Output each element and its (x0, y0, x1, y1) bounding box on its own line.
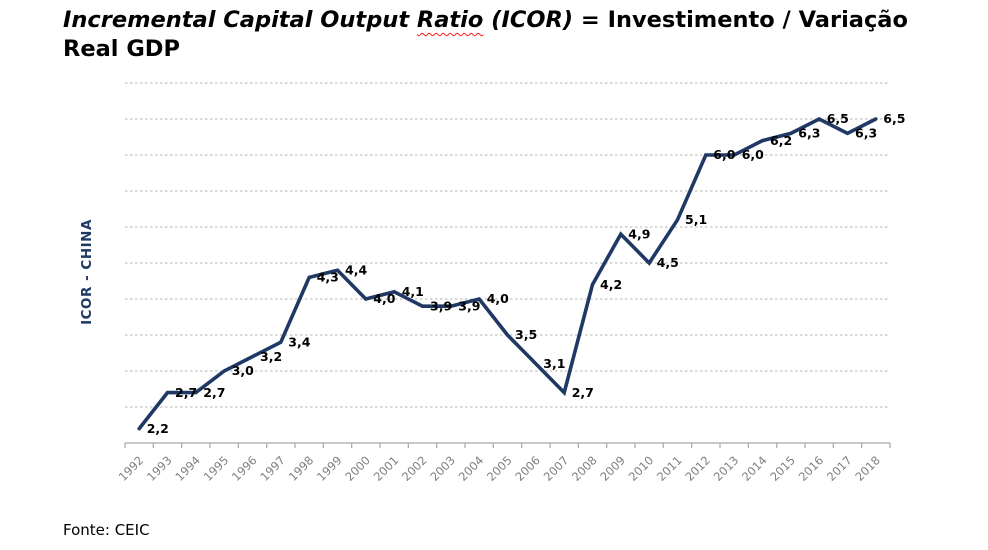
data-label-2007: 2,7 (572, 385, 594, 400)
x-tick-label-2013: 2013 (711, 453, 742, 484)
data-label-2009: 4,9 (628, 226, 650, 241)
x-tick-label-1998: 1998 (286, 453, 317, 484)
y-axis-title: ICOR - CHINA (79, 219, 95, 325)
data-label-1996: 3,2 (260, 349, 282, 364)
data-label-2017: 6,3 (855, 126, 877, 141)
data-label-2001: 4,1 (402, 284, 424, 299)
x-tick-label-2005: 2005 (484, 453, 515, 484)
data-label-2006: 3,1 (543, 356, 565, 371)
x-tick-label-2007: 2007 (541, 453, 572, 484)
data-label-2018: 6,5 (883, 111, 905, 126)
x-tick-label-2018: 2018 (852, 453, 883, 484)
data-label-2008: 4,2 (600, 277, 622, 292)
x-tick-label-2008: 2008 (569, 453, 600, 484)
data-label-2003: 3,9 (458, 298, 480, 313)
x-axis (124, 442, 891, 448)
x-tick-label-1993: 1993 (144, 453, 175, 484)
data-label-2002: 3,9 (430, 298, 452, 313)
x-tick-label-1997: 1997 (257, 453, 288, 484)
x-tick-label-1995: 1995 (201, 453, 232, 484)
data-label-1992: 2,2 (147, 421, 169, 436)
x-tick-label-2015: 2015 (767, 453, 798, 484)
title-regular-segment: = Investimento / Variação (573, 7, 908, 33)
data-label-1998: 4,3 (317, 270, 339, 285)
data-label-2000: 4,0 (373, 291, 395, 306)
x-tick-label-2006: 2006 (512, 453, 543, 484)
data-label-1994: 2,7 (203, 385, 225, 400)
data-labels: 2,2 2,7 2,7 3,0 3,2 3,4 4,3 4,4 4,0 4,1 3,9 3,9 4,0 3… (147, 111, 906, 436)
icor-series-line (137, 116, 878, 431)
title-word-ratio-with-spellcheck-squiggle: Ratio (416, 7, 484, 33)
title-italic-segment-icor: (ICOR) (483, 7, 574, 33)
x-tick-label-2017: 2017 (824, 453, 855, 484)
data-label-2013: 6,0 (742, 147, 764, 162)
data-label-1993: 2,7 (175, 385, 197, 400)
x-tick-label-2004: 2004 (456, 453, 487, 484)
data-label-2012: 6,0 (713, 147, 735, 162)
data-label-1995: 3,0 (232, 363, 254, 378)
x-tick-label-2001: 2001 (371, 453, 402, 484)
data-label-2016: 6,5 (827, 111, 849, 126)
x-tick-label-2012: 2012 (682, 453, 713, 484)
data-label-2004: 4,0 (487, 291, 509, 306)
x-tick-label-2014: 2014 (739, 453, 770, 484)
x-tick-label-1994: 1994 (172, 453, 203, 484)
data-label-2010: 4,5 (657, 255, 679, 270)
x-tick-label-1999: 1999 (314, 453, 345, 484)
x-tick-label-2016: 2016 (796, 453, 827, 484)
title-regular-line2: Real GDP (63, 36, 180, 63)
data-label-2011: 5,1 (685, 212, 707, 227)
x-tick-label-2003: 2003 (427, 453, 458, 484)
x-tick-label-2010: 2010 (626, 453, 657, 484)
x-tick-label-1996: 1996 (229, 453, 260, 484)
source-note: Fonte: CEIC (63, 521, 150, 539)
data-label-2014: 6,2 (770, 133, 792, 148)
x-tick-label-2002: 2002 (399, 453, 430, 484)
data-label-2015: 6,3 (798, 126, 820, 141)
gridlines (125, 82, 890, 408)
data-label-1997: 3,4 (288, 334, 310, 349)
x-tick-label-1992: 1992 (116, 453, 147, 484)
x-tick-label-2011: 2011 (654, 453, 685, 484)
page-title: Incremental Capital Output Ratio (ICOR) … (63, 6, 963, 65)
x-tick-label-2009: 2009 (597, 453, 628, 484)
x-tick-label-2000: 2000 (342, 453, 373, 484)
data-label-1999: 4,4 (345, 262, 367, 277)
x-axis-labels: 1992199319941995199619971998199920002001… (116, 453, 883, 484)
data-label-2005: 3,5 (515, 327, 537, 342)
title-italic-segment: Incremental Capital Output (63, 7, 417, 33)
